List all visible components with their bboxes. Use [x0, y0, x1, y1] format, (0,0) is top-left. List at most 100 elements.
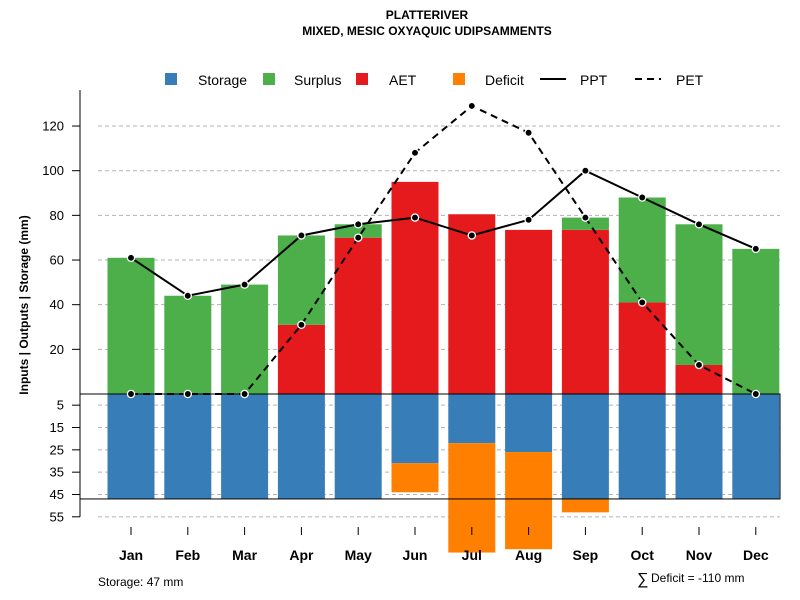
ppt-point-may — [353, 220, 363, 229]
y-tick-label-upper-80: 80 — [50, 208, 64, 223]
legend-surplus-swatch — [263, 73, 275, 85]
legend-storage-label: Storage — [198, 72, 247, 88]
bar-storage-apr — [277, 394, 325, 499]
pet-point-mar — [240, 389, 249, 399]
bar-surplus-dec — [732, 248, 780, 394]
y-tick-label-lower-55: 55 — [50, 509, 64, 524]
bar-storage-oct — [618, 394, 666, 499]
ppt-point-oct — [637, 193, 647, 202]
chart-title: PLATTERIVER — [386, 8, 469, 22]
x-tick-label-sep: Sep — [573, 547, 599, 563]
legend-surplus-label: Surplus — [294, 72, 341, 88]
pet-line — [131, 104, 757, 395]
pet-point-sep — [581, 213, 590, 222]
pet-point-jul — [467, 101, 477, 111]
y-tick-label-lower-35: 35 — [50, 465, 64, 480]
legend-pet-label: PET — [676, 72, 704, 88]
bar-storage-aug — [505, 394, 553, 453]
x-tick-label-apr: Apr — [289, 547, 314, 563]
pet-point-may — [353, 233, 363, 242]
bar-aet-jul — [448, 214, 496, 394]
y-axis-label: Inputs | Outputs | Storage (mm) — [17, 215, 31, 394]
bar-storage-jan — [107, 394, 155, 499]
legend: Storage Surplus AET Deficit PPT PET — [165, 72, 704, 88]
x-tick-label-jul: Jul — [462, 547, 482, 563]
legend-storage-swatch — [165, 73, 177, 85]
y-tick-label-lower-45: 45 — [50, 487, 64, 502]
y-tick-label-upper-40: 40 — [50, 297, 64, 312]
bar-surplus-sep — [561, 217, 609, 230]
bar-storage-feb — [164, 394, 212, 499]
y-tick-label-upper-20: 20 — [50, 342, 64, 357]
ppt-point-jul — [467, 231, 477, 240]
bar-aet-sep — [561, 229, 609, 394]
bar-aet-nov — [675, 364, 723, 394]
bar-surplus-mar — [221, 284, 269, 394]
axes: 20 40 60 80 100 120 5 15 25 35 45 55 Jan Feb Mar Apr May… — [42, 90, 769, 563]
x-tick-label-nov: Nov — [686, 547, 713, 563]
bar-surplus-nov — [675, 224, 723, 365]
bar-surplus-apr — [277, 235, 325, 325]
legend-aet-swatch — [356, 73, 368, 85]
legend-deficit-swatch — [453, 73, 465, 85]
pet-point-aug — [524, 128, 533, 137]
x-tick-label-mar: Mar — [232, 547, 257, 563]
pet-point-apr — [297, 320, 306, 330]
bar-aet-may — [334, 237, 382, 394]
legend-ppt-label: PPT — [580, 72, 608, 88]
legend-deficit-label: Deficit — [485, 72, 524, 88]
y-tick-label-upper-100: 100 — [42, 163, 64, 178]
bar-storage-nov — [675, 394, 723, 499]
bar-deficit-jun — [391, 463, 439, 493]
series-lines — [126, 101, 761, 399]
bar-surplus-oct — [618, 197, 666, 303]
pet-point-nov — [694, 360, 704, 370]
bar-surplus-jan — [107, 257, 155, 394]
pet-point-feb — [183, 389, 193, 399]
bar-deficit-jul — [448, 443, 496, 553]
deficit-footnote: Deficit = -110 mm — [651, 571, 744, 585]
bar-aet-oct — [618, 302, 666, 394]
y-tick-label-lower-15: 15 — [50, 420, 64, 435]
ppt-point-jan — [126, 253, 136, 263]
storage-footnote: Storage: 47 mm — [98, 575, 183, 589]
ppt-point-nov — [694, 220, 704, 229]
y-tick-label-lower-5: 5 — [57, 398, 64, 413]
bars — [107, 181, 780, 553]
bar-storage-sep — [561, 394, 609, 499]
bar-surplus-may — [334, 224, 382, 238]
pet-point-oct — [637, 298, 647, 307]
pet-point-jan — [126, 389, 136, 399]
bar-storage-jul — [448, 394, 496, 444]
y-tick-label-upper-120: 120 — [42, 119, 64, 134]
x-tick-label-jan: Jan — [119, 547, 143, 563]
ppt-point-sep — [581, 166, 590, 175]
ppt-point-apr — [297, 231, 306, 240]
bar-storage-mar — [221, 394, 269, 499]
ppt-point-mar — [240, 280, 249, 289]
bar-storage-dec — [732, 394, 780, 499]
ppt-point-aug — [524, 215, 533, 225]
bar-surplus-feb — [164, 295, 212, 394]
x-tick-label-aug: Aug — [515, 547, 542, 563]
x-tick-label-dec: Dec — [743, 547, 769, 563]
pet-point-dec — [751, 389, 761, 399]
y-tick-label-upper-60: 60 — [50, 253, 64, 268]
pet-point-jun — [410, 148, 420, 158]
y-tick-label-lower-25: 25 — [50, 442, 64, 457]
grid-lines — [98, 125, 780, 518]
x-tick-label-feb: Feb — [175, 547, 200, 563]
x-tick-label-may: May — [345, 547, 372, 563]
ppt-point-dec — [751, 244, 761, 254]
bar-storage-may — [334, 394, 382, 499]
ppt-point-feb — [183, 291, 193, 300]
x-tick-label-oct: Oct — [631, 547, 655, 563]
legend-aet-label: AET — [389, 72, 417, 88]
bar-aet-aug — [505, 229, 553, 394]
deficit-sum-symbol: ∑ — [637, 571, 648, 588]
chart-subtitle: MIXED, MESIC OXYAQUIC UDIPSAMMENTS — [302, 24, 552, 38]
ppt-point-jun — [410, 213, 420, 222]
x-tick-label-jun: Jun — [403, 547, 428, 563]
bar-storage-jun — [391, 394, 439, 464]
